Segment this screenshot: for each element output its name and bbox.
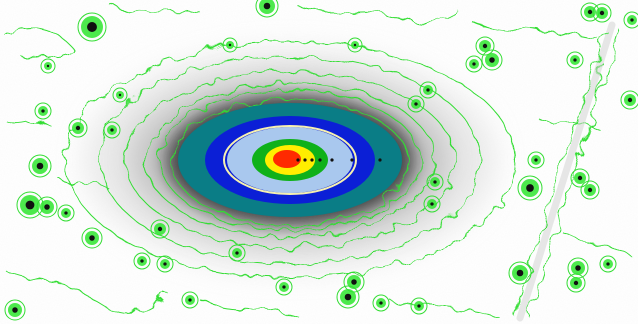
star	[430, 202, 434, 206]
star-contour	[347, 37, 363, 53]
star-contour	[57, 204, 75, 222]
diagonal-streak	[513, 21, 621, 322]
star	[163, 262, 167, 266]
star-contour	[222, 37, 238, 53]
star-contour	[419, 81, 437, 99]
star	[573, 280, 579, 286]
star	[118, 93, 122, 97]
star-contour	[34, 102, 52, 120]
star-contour	[68, 118, 88, 138]
star	[516, 269, 524, 277]
star-contour	[112, 87, 128, 103]
star-contour	[426, 173, 444, 191]
star	[414, 102, 418, 106]
star-contour	[623, 11, 638, 29]
star	[627, 97, 633, 103]
star-contour	[465, 55, 483, 73]
field-stars	[4, 0, 638, 321]
star-contour	[103, 121, 121, 139]
star-contour	[580, 180, 600, 200]
star	[110, 128, 114, 132]
core-dots	[296, 158, 382, 162]
star	[379, 301, 383, 305]
star-contour	[481, 49, 503, 71]
star-contour	[133, 252, 151, 270]
star-contour	[36, 196, 58, 218]
star	[426, 88, 430, 92]
star-contour	[570, 168, 590, 188]
star	[526, 184, 534, 192]
star	[630, 18, 634, 22]
background-contours	[4, 4, 636, 319]
star-contour	[517, 175, 543, 201]
star	[573, 58, 577, 62]
star	[599, 10, 605, 16]
star	[41, 109, 45, 113]
star	[489, 57, 495, 63]
star-contour	[81, 227, 103, 249]
star	[344, 293, 352, 301]
star	[417, 304, 421, 308]
star-contour	[228, 244, 246, 262]
star-contour	[150, 219, 170, 239]
star-contour	[28, 154, 52, 178]
star	[64, 211, 68, 215]
star-contour	[599, 255, 617, 273]
star	[228, 43, 232, 47]
star-contour	[592, 3, 612, 23]
star-contour	[410, 297, 428, 315]
galaxy-isophote-core	[178, 103, 402, 217]
star-contour	[620, 90, 638, 110]
star-contour	[156, 255, 174, 273]
star	[353, 43, 357, 47]
star	[263, 2, 271, 10]
star	[87, 22, 97, 32]
star-contour	[423, 195, 441, 213]
star-contour	[508, 261, 532, 285]
star-contour	[181, 291, 199, 309]
star-contour	[77, 12, 107, 42]
star-contour	[527, 151, 545, 169]
star	[587, 187, 593, 193]
star	[140, 259, 144, 263]
star	[575, 265, 581, 271]
star	[188, 298, 192, 302]
star	[36, 162, 44, 170]
star-contour	[372, 294, 390, 312]
star	[44, 204, 50, 210]
star	[587, 9, 593, 15]
star-contour	[40, 58, 56, 74]
star-contour	[475, 36, 495, 56]
isophote-red	[273, 150, 301, 168]
star	[472, 62, 476, 66]
star	[482, 43, 488, 49]
aperture-ring	[223, 125, 357, 195]
star-contour	[255, 0, 279, 18]
star	[351, 279, 357, 285]
star	[25, 200, 35, 210]
star	[12, 307, 18, 313]
star	[577, 175, 583, 181]
star	[433, 180, 437, 184]
star	[235, 251, 239, 255]
galaxy-contours	[64, 41, 516, 279]
star-contour	[4, 299, 26, 321]
star	[89, 235, 95, 241]
star	[157, 226, 163, 232]
star	[46, 64, 50, 68]
star-contour	[566, 51, 584, 69]
star	[606, 262, 610, 266]
star-contour	[275, 278, 293, 296]
star-contour	[336, 285, 360, 309]
star	[75, 125, 81, 131]
star	[282, 285, 286, 289]
star-contour	[407, 95, 425, 113]
star-contour	[566, 273, 586, 293]
star	[534, 158, 538, 162]
